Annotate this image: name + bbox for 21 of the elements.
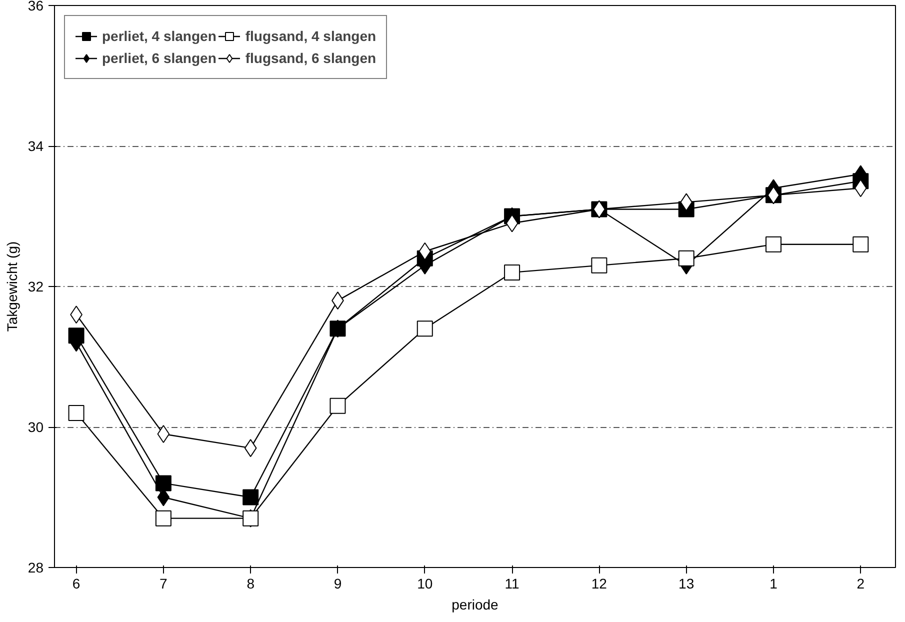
y-tick-label: 30 bbox=[28, 419, 44, 435]
x-axis-title: periode bbox=[452, 596, 499, 612]
x-tick-label: 10 bbox=[417, 576, 433, 592]
x-tick-label: 8 bbox=[246, 576, 255, 592]
legend-label: perliet, 6 slangen bbox=[102, 50, 216, 66]
x-tick-label: 9 bbox=[334, 576, 342, 592]
y-tick-label: 34 bbox=[28, 138, 44, 154]
legend-label: flugsand, 6 slangen bbox=[245, 50, 376, 66]
x-tick-label: 7 bbox=[160, 576, 168, 592]
x-tick-label: 13 bbox=[678, 576, 694, 592]
x-tick-label: 12 bbox=[591, 576, 608, 592]
legend-label: perliet, 4 slangen bbox=[102, 28, 216, 44]
x-tick-label: 1 bbox=[770, 576, 778, 592]
y-axis-title: Takgewicht (g) bbox=[4, 241, 20, 332]
legend-label: flugsand, 4 slangen bbox=[245, 28, 376, 44]
x-tick-label: 11 bbox=[504, 576, 520, 592]
y-tick-label: 36 bbox=[28, 0, 44, 14]
y-tick-label: 32 bbox=[28, 278, 44, 294]
y-tick-label: 28 bbox=[28, 560, 44, 576]
x-tick-label: 2 bbox=[856, 576, 865, 592]
x-tick-label: 6 bbox=[72, 576, 80, 592]
